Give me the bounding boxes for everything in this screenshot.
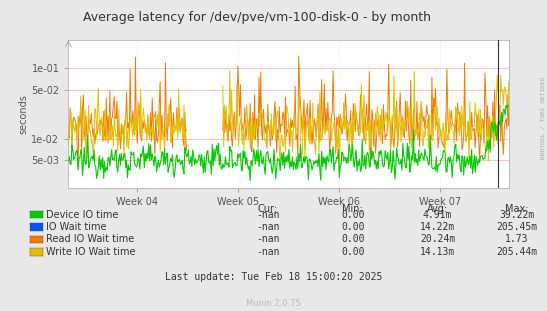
Text: 20.24m: 20.24m — [420, 234, 455, 244]
Text: 0.00: 0.00 — [341, 247, 364, 257]
Text: Min:: Min: — [342, 204, 363, 214]
Text: -nan: -nan — [257, 210, 280, 220]
Text: -nan: -nan — [257, 234, 280, 244]
Text: 39.22m: 39.22m — [499, 210, 534, 220]
Text: 205.44m: 205.44m — [496, 247, 538, 257]
Text: Read IO Wait time: Read IO Wait time — [46, 234, 135, 244]
Text: -nan: -nan — [257, 247, 280, 257]
Text: Cur:: Cur: — [258, 204, 278, 214]
Text: 14.13m: 14.13m — [420, 247, 455, 257]
Text: Max:: Max: — [505, 204, 528, 214]
Text: Average latency for /dev/pve/vm-100-disk-0 - by month: Average latency for /dev/pve/vm-100-disk… — [83, 11, 431, 24]
Text: Write IO Wait time: Write IO Wait time — [46, 247, 136, 257]
Text: 205.45m: 205.45m — [496, 222, 538, 232]
Text: RRDTOOL / TOBI OETIKER: RRDTOOL / TOBI OETIKER — [541, 77, 546, 160]
Text: 0.00: 0.00 — [341, 234, 364, 244]
Text: 1.73: 1.73 — [505, 234, 528, 244]
Text: IO Wait time: IO Wait time — [46, 222, 107, 232]
Text: -nan: -nan — [257, 222, 280, 232]
Text: Munin 2.0.75: Munin 2.0.75 — [246, 299, 301, 308]
Text: Avg:: Avg: — [427, 204, 448, 214]
Text: Last update: Tue Feb 18 15:00:20 2025: Last update: Tue Feb 18 15:00:20 2025 — [165, 272, 382, 282]
Text: Device IO time: Device IO time — [46, 210, 119, 220]
Y-axis label: seconds: seconds — [19, 94, 28, 134]
Text: 0.00: 0.00 — [341, 222, 364, 232]
Text: 0.00: 0.00 — [341, 210, 364, 220]
Text: 4.91m: 4.91m — [423, 210, 452, 220]
Text: 14.22m: 14.22m — [420, 222, 455, 232]
